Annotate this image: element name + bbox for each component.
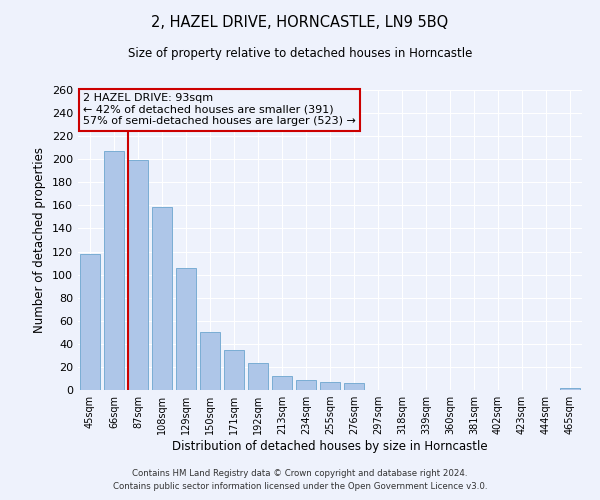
- Bar: [560, 388, 580, 390]
- Bar: [80, 254, 100, 390]
- Text: 2 HAZEL DRIVE: 93sqm
← 42% of detached houses are smaller (391)
57% of semi-deta: 2 HAZEL DRIVE: 93sqm ← 42% of detached h…: [83, 93, 356, 126]
- Bar: [176, 268, 196, 390]
- X-axis label: Distribution of detached houses by size in Horncastle: Distribution of detached houses by size …: [172, 440, 488, 453]
- Y-axis label: Number of detached properties: Number of detached properties: [34, 147, 46, 333]
- Text: Contains public sector information licensed under the Open Government Licence v3: Contains public sector information licen…: [113, 482, 487, 491]
- Bar: [152, 206, 172, 390]
- Bar: [320, 382, 340, 390]
- Text: 2, HAZEL DRIVE, HORNCASTLE, LN9 5BQ: 2, HAZEL DRIVE, HORNCASTLE, LN9 5BQ: [151, 15, 449, 30]
- Text: Contains HM Land Registry data © Crown copyright and database right 2024.: Contains HM Land Registry data © Crown c…: [132, 468, 468, 477]
- Bar: [224, 350, 244, 390]
- Bar: [104, 151, 124, 390]
- Bar: [296, 380, 316, 390]
- Text: Size of property relative to detached houses in Horncastle: Size of property relative to detached ho…: [128, 48, 472, 60]
- Bar: [344, 383, 364, 390]
- Bar: [272, 376, 292, 390]
- Bar: [248, 364, 268, 390]
- Bar: [128, 160, 148, 390]
- Bar: [200, 332, 220, 390]
